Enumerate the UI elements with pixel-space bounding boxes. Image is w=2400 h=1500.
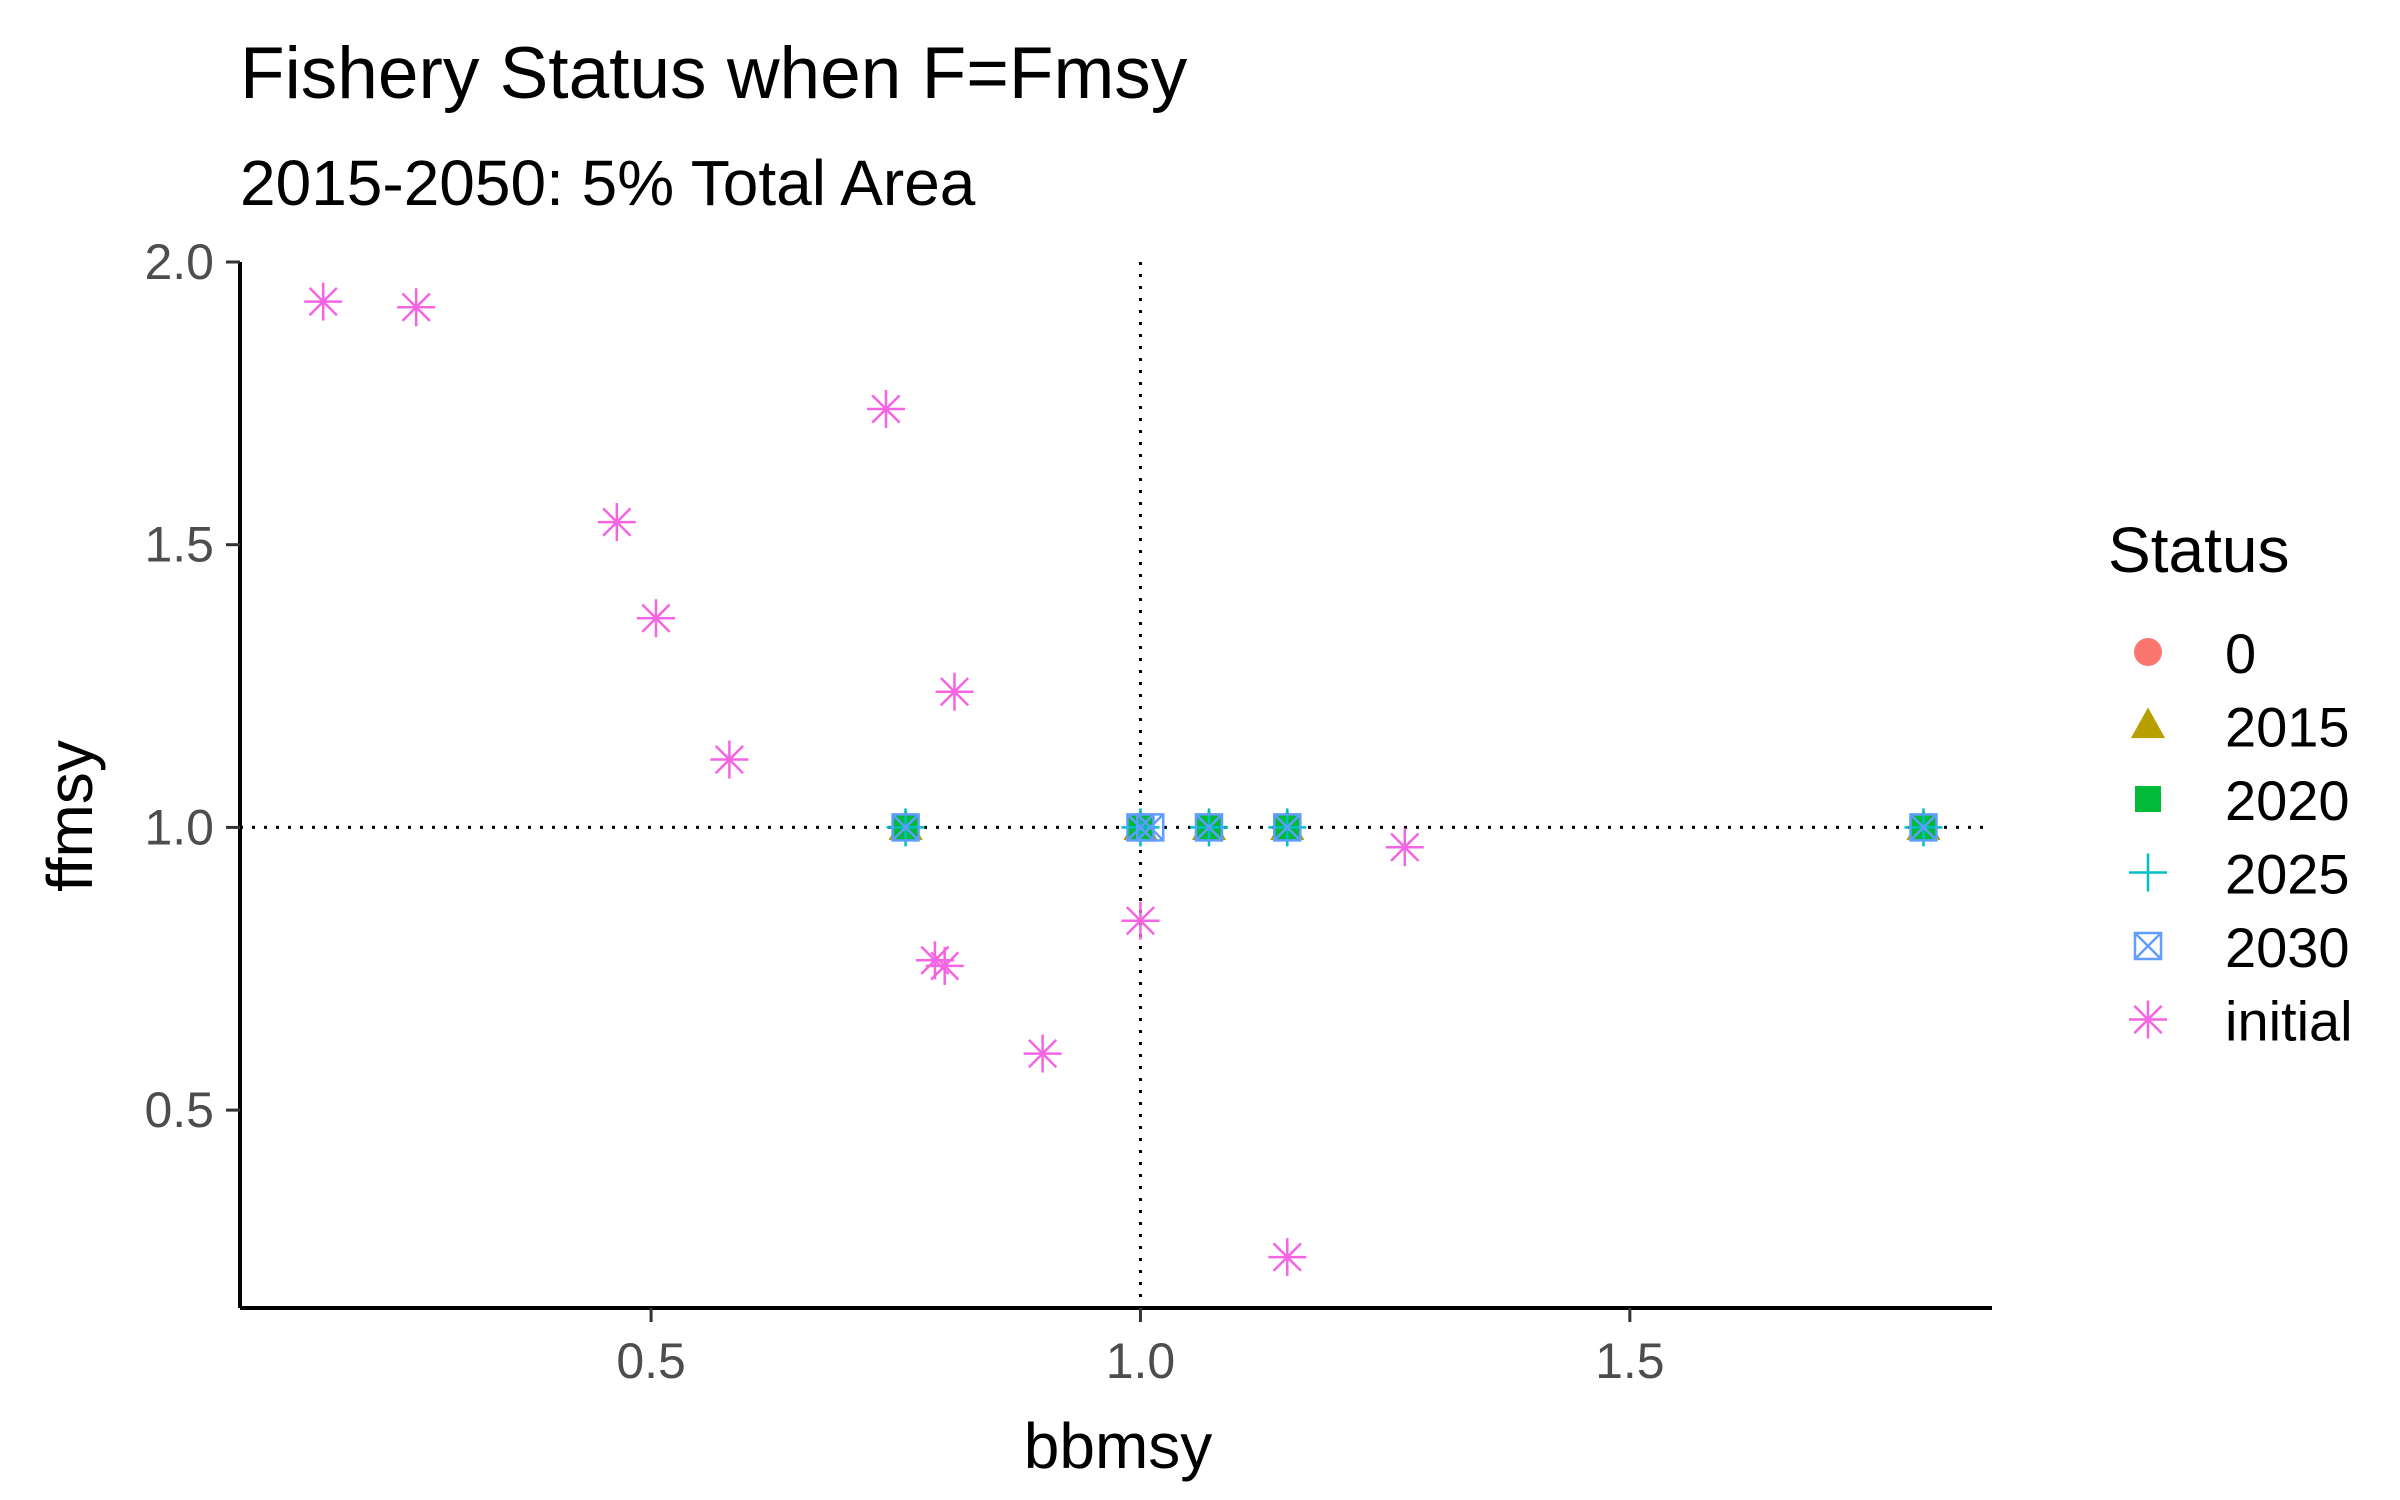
legend-title: Status <box>2108 514 2289 586</box>
legend-item: 2020 <box>2135 769 2350 832</box>
y-axis-ticks: 0.5 1.0 1.5 2.0 <box>144 234 240 1138</box>
x-tick-label: 1.0 <box>1106 1333 1176 1389</box>
data-point <box>866 390 905 429</box>
y-axis-label: ffmsy <box>34 740 106 892</box>
chart-title: Fishery Status when F=Fmsy <box>240 33 1188 114</box>
legend-items: 0 2015 2020 2025 2030 initial <box>2129 622 2353 1053</box>
data-point <box>710 740 749 779</box>
chart-subtitle: 2015-2050: 5% Total Area <box>240 147 976 219</box>
y-tick-label: 0.5 <box>144 1082 214 1138</box>
y-tick-label: 1.0 <box>144 799 214 855</box>
legend-item: 2025 <box>2129 843 2350 906</box>
asterisk-icon <box>2129 1000 2167 1039</box>
series-2030 <box>891 813 1938 842</box>
legend-item: initial <box>2129 990 2353 1053</box>
data-points <box>304 282 1943 1277</box>
x-axis-ticks: 0.5 1.0 1.5 <box>616 1308 1665 1389</box>
axes <box>238 262 1992 1310</box>
data-point <box>397 288 436 327</box>
x-axis-label: bbmsy <box>1024 1410 1213 1482</box>
legend-item-label: 2015 <box>2225 696 2350 759</box>
square-cross-icon <box>2133 931 2163 961</box>
data-point <box>1194 813 1224 842</box>
y-tick-label: 2.0 <box>144 234 214 290</box>
legend-item: 2015 <box>2130 696 2350 759</box>
plus-icon <box>2129 853 2167 892</box>
series-initial <box>304 282 1424 1277</box>
data-point <box>1909 813 1938 842</box>
data-point <box>915 941 954 980</box>
legend-item-label: 2030 <box>2225 916 2350 979</box>
data-point <box>1136 813 1165 842</box>
data-point <box>925 946 964 985</box>
data-point <box>935 672 974 711</box>
data-point <box>1273 813 1302 842</box>
legend-item-label: initial <box>2225 990 2353 1053</box>
data-point <box>1385 828 1424 867</box>
x-tick-label: 0.5 <box>616 1333 686 1389</box>
y-tick-label: 1.5 <box>144 517 214 573</box>
data-point <box>1268 1238 1307 1277</box>
x-tick-label: 1.5 <box>1595 1333 1665 1389</box>
legend-item: 0 <box>2134 622 2256 685</box>
data-point <box>597 503 636 542</box>
reference-lines <box>240 262 1992 1308</box>
legend: Status 0 2015 2020 2025 2030 initial <box>2108 514 2353 1053</box>
data-point <box>891 813 920 842</box>
legend-item-label: 2020 <box>2225 769 2350 832</box>
square-icon <box>2135 786 2161 812</box>
data-point <box>304 282 343 321</box>
legend-item-label: 2025 <box>2225 843 2350 906</box>
triangle-icon <box>2130 707 2166 739</box>
legend-item-label: 0 <box>2225 622 2256 685</box>
data-point <box>1023 1034 1062 1073</box>
legend-item: 2030 <box>2133 916 2350 979</box>
circle-icon <box>2134 638 2162 666</box>
data-point <box>1121 901 1160 940</box>
data-point <box>636 599 675 638</box>
